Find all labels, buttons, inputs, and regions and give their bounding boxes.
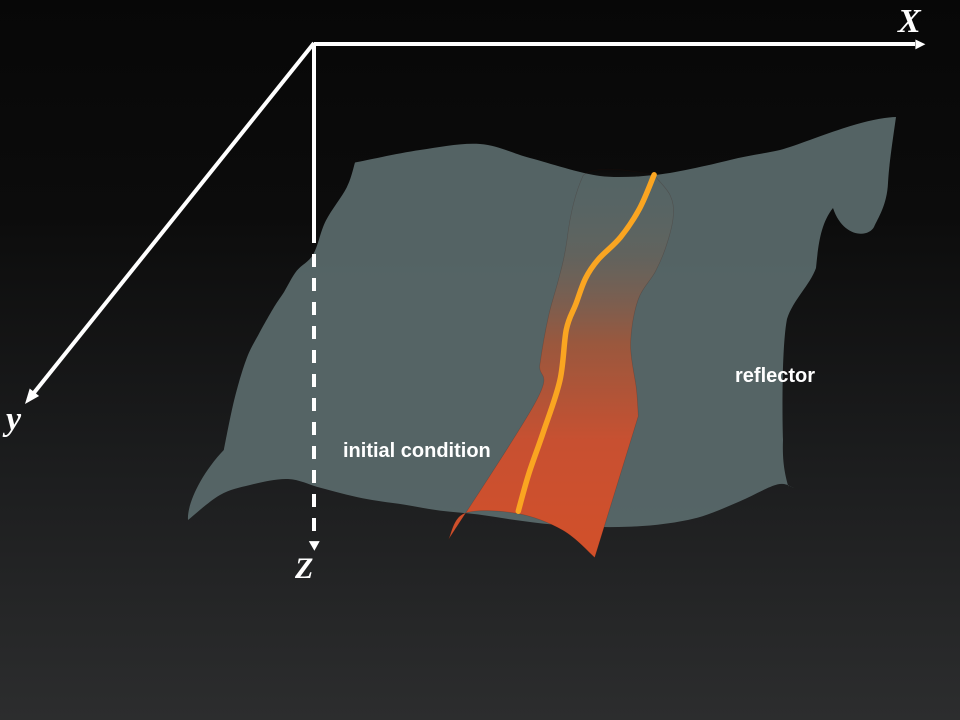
svg-text:y: y [2, 401, 22, 438]
svg-text:initial condition: initial condition [343, 440, 491, 462]
svg-text:Z: Z [294, 552, 313, 585]
svg-text:reflector: reflector [735, 365, 815, 387]
svg-text:X: X [897, 3, 922, 40]
